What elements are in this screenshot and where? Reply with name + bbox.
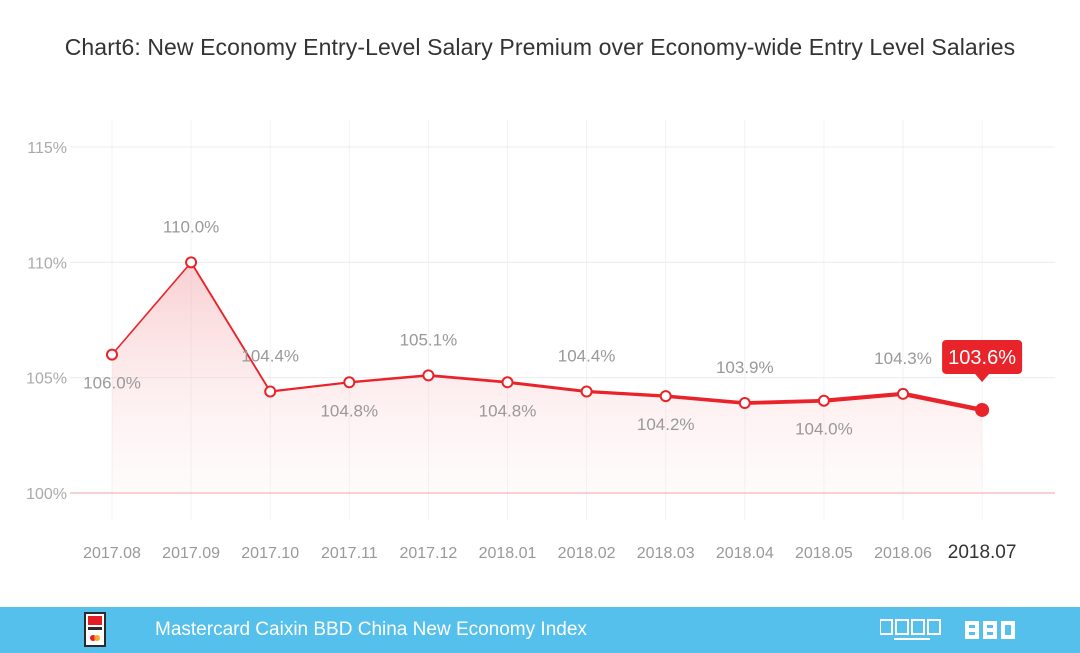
- callout-box: [942, 339, 1023, 374]
- series-line-segment: [111, 261, 192, 356]
- series-line-segment: [269, 381, 351, 393]
- x-tick-label: 2018.04: [716, 545, 774, 562]
- data-point: [738, 397, 751, 410]
- data-point: [501, 376, 514, 389]
- series-line-segment: [190, 261, 272, 393]
- data-label: 104.8%: [479, 401, 537, 420]
- series-line-segment: [821, 391, 906, 403]
- data-point-highlight: [975, 402, 990, 417]
- data-point: [343, 376, 356, 389]
- series-line-segment: [742, 398, 826, 405]
- data-point: [659, 390, 672, 403]
- x-tick-label: 2018.03: [637, 545, 695, 562]
- data-label: 105.1%: [400, 330, 458, 349]
- x-tick-label: 2018.05: [795, 545, 853, 562]
- line-chart: 106.0% 110.0% 104.4% 104.8% 105.1% 104.8% 104.…: [26, 120, 1055, 563]
- y-axis-ticks: 100% 105% 110% 115%: [26, 140, 67, 503]
- series-line-segment: [584, 389, 668, 398]
- data-label: 104.3%: [874, 349, 932, 368]
- chart-title: Chart6: New Economy Entry-Level Salary P…: [64, 34, 1016, 60]
- bbd-logo: [965, 621, 1015, 639]
- series-line-segment: [348, 374, 430, 384]
- data-label-highlight: 103.6%: [948, 347, 1016, 369]
- series-line-segment: [427, 373, 509, 384]
- data-point: [106, 348, 118, 361]
- data-label: 104.2%: [637, 415, 695, 434]
- series-line-segment: [900, 391, 985, 413]
- footer-bar: Mastercard Caixin BBD China New Economy …: [0, 607, 1080, 653]
- series-line-segment: [506, 380, 589, 394]
- data-point: [580, 385, 593, 398]
- data-label: 104.4%: [241, 347, 299, 366]
- data-point: [264, 385, 277, 398]
- footer-title: Mastercard Caixin BBD China New Economy …: [155, 619, 587, 640]
- data-label: 110.0%: [163, 217, 219, 236]
- callout-pointer: [975, 373, 990, 382]
- x-tick-label: 2017.10: [241, 545, 299, 562]
- data-point: [185, 256, 198, 269]
- x-axis-ticks: 2017.08 2017.09 2017.10 2017.11 2017.12 2018.…: [83, 542, 1016, 563]
- data-label: 104.0%: [795, 420, 853, 439]
- data-label: 104.8%: [320, 401, 378, 420]
- y-tick-label: 105%: [26, 371, 67, 388]
- series-line: [111, 261, 985, 413]
- data-label: 104.4%: [558, 347, 616, 366]
- data-label: 103.9%: [716, 358, 774, 377]
- x-tick-label: 2018.07: [948, 542, 1017, 563]
- y-tick-label: 110%: [27, 255, 67, 272]
- x-tick-label: 2017.11: [321, 545, 378, 562]
- data-points: [106, 256, 990, 417]
- y-tick-label: 115%: [27, 140, 67, 157]
- data-point: [817, 394, 830, 407]
- series-line-segment: [663, 394, 747, 405]
- nei-logo-icon: [84, 612, 106, 647]
- x-tick-label: 2017.09: [162, 545, 220, 562]
- data-point: [422, 369, 435, 382]
- data-label: 106.0%: [83, 374, 141, 393]
- x-tick-label: 2017.08: [83, 545, 141, 562]
- y-tick-label: 100%: [26, 486, 67, 503]
- area-fill: [112, 262, 983, 493]
- data-labels: 106.0% 110.0% 104.4% 104.8% 105.1% 104.8% 104.…: [83, 217, 1023, 439]
- x-tick-label: 2017.12: [399, 545, 457, 562]
- x-tick-label: 2018.01: [479, 545, 537, 562]
- x-tick-label: 2018.06: [874, 545, 932, 562]
- caixin-insight-logo: [880, 619, 941, 640]
- area-fill-path: [112, 262, 983, 493]
- data-point: [897, 387, 909, 400]
- x-tick-label: 2018.02: [558, 545, 616, 562]
